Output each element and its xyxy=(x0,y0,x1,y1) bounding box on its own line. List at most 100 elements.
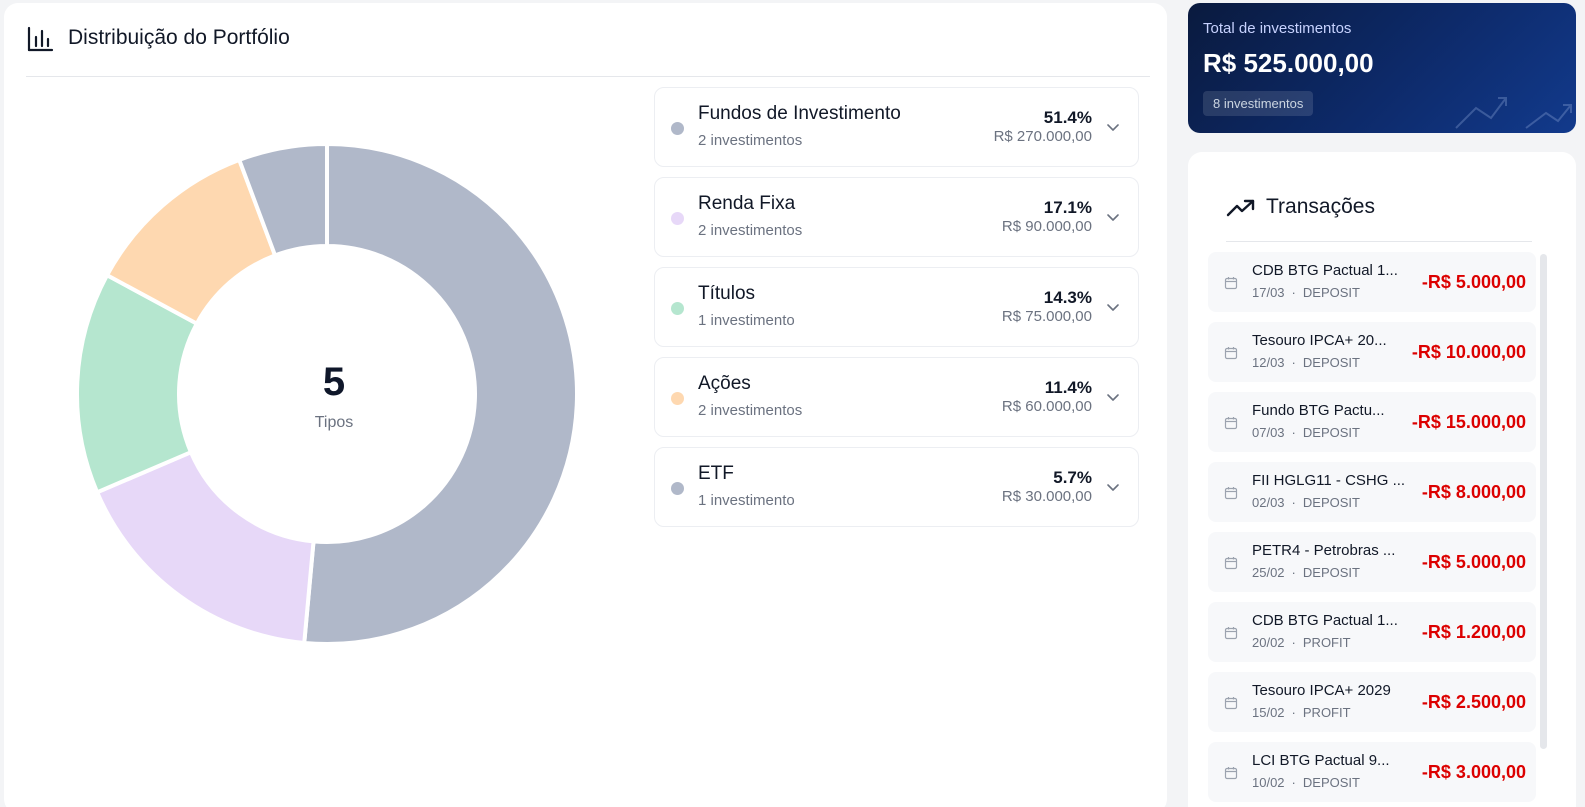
transaction-amount: -R$ 8.000,00 xyxy=(1421,482,1526,502)
category-name: Ações xyxy=(698,373,751,394)
transaction-date: 25/02 xyxy=(1252,565,1285,580)
category-name: Títulos xyxy=(698,283,756,304)
category-percent: 14.3% xyxy=(1043,288,1092,307)
investments-count-badge: 8 investimentos xyxy=(1203,91,1314,116)
transactions-title: Transações xyxy=(1266,195,1375,218)
meta-separator: · xyxy=(1291,285,1296,300)
donut-slice-renda-fixa[interactable] xyxy=(94,449,316,646)
transactions-list: CDB BTG Pactual 1... 17/03 · DEPOSIT -R$ 5… xyxy=(1208,252,1536,807)
types-label: Tipos xyxy=(314,414,354,431)
transactions-card: Transações CDB BTG Pactual 1... 17/03 · DE… xyxy=(1188,152,1576,807)
meta-separator: · xyxy=(1291,635,1296,650)
chevron-down-icon[interactable] xyxy=(1106,120,1120,134)
category-percent: 51.4% xyxy=(1043,108,1092,127)
transaction-row[interactable]: CDB BTG Pactual 1... 17/03 · DEPOSIT -R$ 5… xyxy=(1208,252,1536,312)
transaction-date: 17/03 xyxy=(1252,285,1285,300)
transaction-name: Fundo BTG Pactu... xyxy=(1252,402,1385,419)
transaction-meta: 17/03 · DEPOSIT xyxy=(1252,285,1360,300)
calendar-icon xyxy=(1224,277,1238,290)
types-count: 5 xyxy=(322,360,346,404)
transaction-name: CDB BTG Pactual 1... xyxy=(1252,612,1398,629)
chevron-down-icon[interactable] xyxy=(1106,210,1120,224)
transaction-type: DEPOSIT xyxy=(1302,425,1360,440)
category-count: 2 investimentos xyxy=(698,222,803,239)
transaction-amount: -R$ 3.000,00 xyxy=(1421,762,1526,782)
category-item-acoes[interactable]: Ações 2 investimentos 11.4% R$ 60.000,00 xyxy=(654,357,1139,437)
category-color-dot xyxy=(671,212,684,225)
category-name: Renda Fixa xyxy=(698,193,796,214)
chevron-down-icon[interactable] xyxy=(1106,300,1120,314)
category-percent: 11.4% xyxy=(1044,378,1092,397)
portfolio-header: Distribuição do Portfólio xyxy=(26,23,1150,77)
donut-svg xyxy=(75,141,579,646)
transaction-row[interactable]: Fundo BTG Pactu... 07/03 · DEPOSIT -R$ 15.… xyxy=(1208,392,1536,452)
category-color-dot xyxy=(671,302,684,315)
total-value: R$ 525.000,00 xyxy=(1203,48,1374,78)
calendar-icon xyxy=(1224,347,1238,360)
portfolio-donut-chart: 5 Tipos xyxy=(74,141,594,661)
category-color-dot xyxy=(671,482,684,495)
transaction-row[interactable]: LCI BTG Pactual 9... 10/02 · DEPOSIT -R$ 3… xyxy=(1208,742,1536,802)
transactions-scrollbar[interactable] xyxy=(1540,254,1547,749)
meta-separator: · xyxy=(1291,775,1296,790)
category-percent: 17.1% xyxy=(1043,198,1092,217)
transaction-name: Tesouro IPCA+ 2029 xyxy=(1252,682,1391,699)
transaction-date: 15/02 xyxy=(1252,705,1285,720)
transaction-row[interactable]: Tesouro IPCA+ 20... 12/03 · DEPOSIT -R$ 10… xyxy=(1208,322,1536,382)
transaction-name: FII HGLG11 - CSHG ... xyxy=(1252,472,1406,489)
category-item-titulos[interactable]: Títulos 1 investimento 14.3% R$ 75.000,0… xyxy=(654,267,1139,347)
transaction-row[interactable]: CDB BTG Pactual 1... 20/02 · PROFIT -R$ 1.… xyxy=(1208,602,1536,662)
transaction-meta: 15/02 · PROFIT xyxy=(1252,705,1351,720)
bar-chart-icon xyxy=(27,26,54,52)
transaction-row[interactable]: PETR4 - Petrobras ... 25/02 · DEPOSIT -R$ … xyxy=(1208,532,1536,592)
transaction-amount: -R$ 2.500,00 xyxy=(1421,692,1526,712)
transaction-name: LCI BTG Pactual 9... xyxy=(1252,752,1390,769)
transaction-type: DEPOSIT xyxy=(1302,565,1360,580)
donut-center: 5 Tipos xyxy=(74,141,594,661)
total-investments-card: Total de investimentos R$ 525.000,00 8 i… xyxy=(1188,3,1576,133)
calendar-icon xyxy=(1224,557,1238,570)
transaction-name: PETR4 - Petrobras ... xyxy=(1252,542,1396,559)
category-item-etf[interactable]: ETF 1 investimento 5.7% R$ 30.000,00 xyxy=(654,447,1139,527)
transaction-amount: -R$ 1.200,00 xyxy=(1421,622,1526,642)
transaction-date: 10/02 xyxy=(1252,775,1285,790)
category-value: R$ 90.000,00 xyxy=(1001,218,1092,235)
transaction-date: 02/03 xyxy=(1252,495,1285,510)
transaction-amount: -R$ 10.000,00 xyxy=(1411,342,1526,362)
category-item-renda-fixa[interactable]: Renda Fixa 2 investimentos 17.1% R$ 90.0… xyxy=(654,177,1139,257)
calendar-icon xyxy=(1224,697,1238,710)
portfolio-card: Distribuição do Portfólio 5 Tipos Fundos… xyxy=(4,3,1167,807)
growth-decoration-icon xyxy=(1455,97,1572,129)
meta-separator: · xyxy=(1291,355,1296,370)
transaction-type: DEPOSIT xyxy=(1302,285,1360,300)
donut-slice-fundos-de-investimento[interactable] xyxy=(302,141,579,646)
category-color-dot xyxy=(671,122,684,135)
transaction-meta: 20/02 · PROFIT xyxy=(1252,635,1351,650)
transaction-date: 07/03 xyxy=(1252,425,1285,440)
transaction-type: PROFIT xyxy=(1302,705,1351,720)
calendar-icon xyxy=(1224,767,1238,780)
category-item-fundos[interactable]: Fundos de Investimento 2 investimentos 5… xyxy=(654,87,1139,167)
transaction-type: DEPOSIT xyxy=(1302,495,1360,510)
chevron-down-icon[interactable] xyxy=(1106,390,1120,404)
page-title: Distribuição do Portfólio xyxy=(68,26,290,49)
transaction-name: Tesouro IPCA+ 20... xyxy=(1252,332,1387,349)
transaction-meta: 25/02 · DEPOSIT xyxy=(1252,565,1360,580)
transaction-date: 12/03 xyxy=(1252,355,1285,370)
chevron-down-icon[interactable] xyxy=(1106,480,1120,494)
donut-slice-etf[interactable] xyxy=(236,141,329,258)
transaction-amount: -R$ 15.000,00 xyxy=(1411,412,1526,432)
category-value: R$ 60.000,00 xyxy=(1001,398,1092,415)
meta-separator: · xyxy=(1291,565,1296,580)
transaction-row[interactable]: Tesouro IPCA+ 2029 15/02 · PROFIT -R$ 2.50… xyxy=(1208,672,1536,732)
transaction-type: DEPOSIT xyxy=(1302,775,1360,790)
category-count: 1 investimento xyxy=(698,492,795,509)
calendar-icon xyxy=(1224,487,1238,500)
total-label: Total de investimentos xyxy=(1203,20,1352,37)
transaction-row[interactable]: FII HGLG11 - CSHG ... 02/03 · DEPOSIT -R$ … xyxy=(1208,462,1536,522)
calendar-icon xyxy=(1224,417,1238,430)
transaction-name: CDB BTG Pactual 1... xyxy=(1252,262,1398,279)
meta-separator: · xyxy=(1291,495,1296,510)
transaction-type: DEPOSIT xyxy=(1302,355,1360,370)
transaction-meta: 10/02 · DEPOSIT xyxy=(1252,775,1360,790)
